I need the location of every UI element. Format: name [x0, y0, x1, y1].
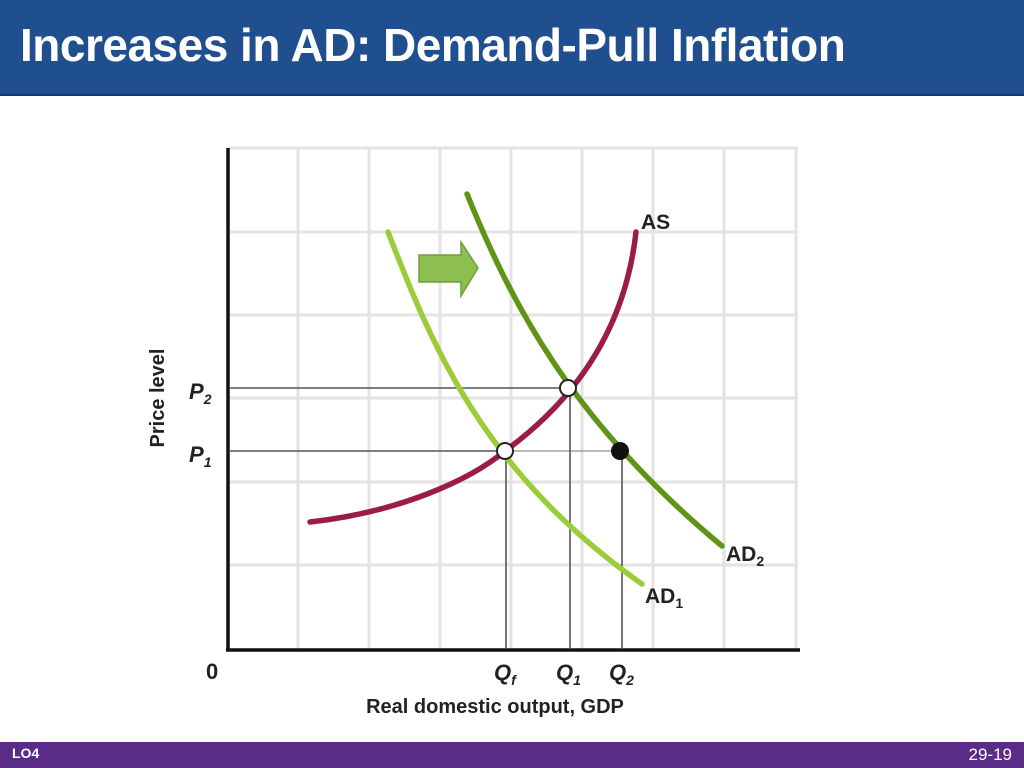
x-axis-label: Real domestic output, GDP — [366, 696, 624, 718]
q2-label: Q2 — [609, 660, 634, 688]
shift-arrow-icon — [418, 239, 479, 299]
qf-label: Qf — [494, 660, 517, 688]
slide-number: 29-19 — [968, 745, 1012, 764]
p2-label: P2 — [189, 379, 212, 407]
q1-label: Q1 — [556, 660, 581, 688]
origin-label: 0 — [206, 659, 218, 684]
equilibrium-point-2 — [559, 379, 577, 397]
as-label: AS — [641, 211, 670, 234]
ad1-curve — [385, 229, 645, 587]
grid — [228, 146, 798, 650]
demand-point-q2 — [611, 442, 629, 460]
equilibrium-point-1 — [496, 442, 514, 460]
ad2-label: AD2 — [726, 543, 764, 569]
y-axis-label: Price level — [147, 349, 169, 448]
ad1-label: AD1 — [645, 585, 683, 611]
slide-title: Increases in AD: Demand-Pull Inflation — [20, 19, 846, 71]
slide-footer: LO4 29-19 — [0, 742, 1024, 768]
learning-objective-label: LO4 — [12, 745, 40, 761]
slide-header: Increases in AD: Demand-Pull Inflation — [0, 0, 1024, 96]
p1-label: P1 — [189, 442, 212, 470]
guide-lines — [230, 387, 623, 649]
ad2-curve — [464, 191, 725, 549]
